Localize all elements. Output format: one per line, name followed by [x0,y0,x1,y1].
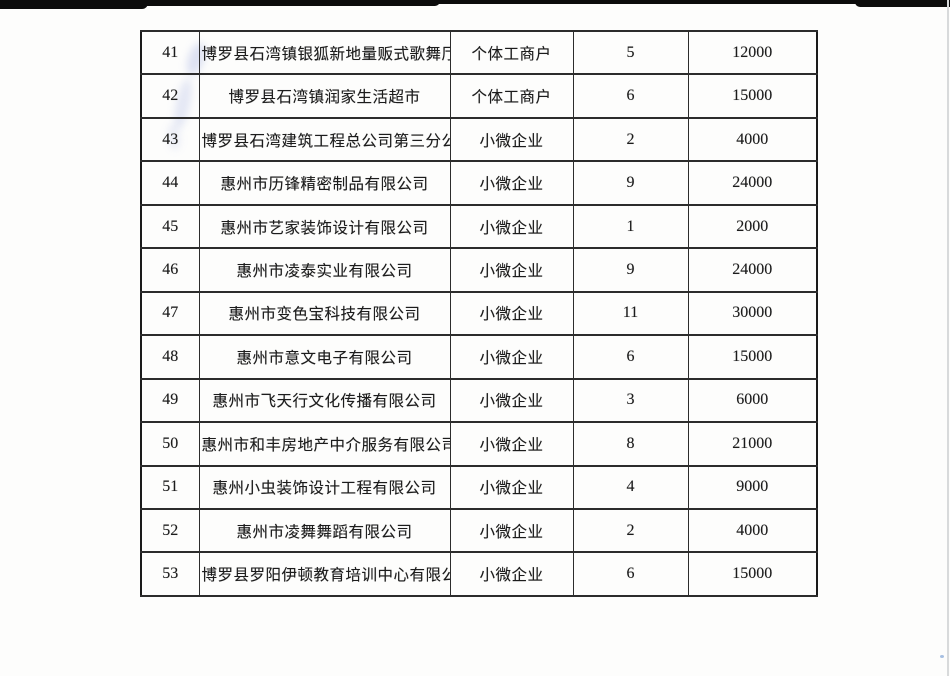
table-row: 43 博罗县石湾建筑工程总公司第三分公司 小微企业 2 4000 [140,116,818,163]
table-row: 51 惠州小虫装饰设计工程有限公司 小微企业 4 9000 [140,464,818,510]
company-name-cell: 博罗县石湾建筑工程总公司第三分公司 [198,116,451,163]
count-cell: 8 [572,421,689,467]
table-body: 41 博罗县石湾镇银狐新地量贩式歌舞厅 个体工商户 5 12000 42 博罗县… [140,29,818,597]
amount-cell: 24000 [687,247,818,293]
table-row: 41 博罗县石湾镇银狐新地量贩式歌舞厅 个体工商户 5 12000 [140,29,818,76]
entity-type-cell: 小微企业 [449,116,574,163]
company-name-cell: 惠州市历锋精密制品有限公司 [198,160,451,206]
entity-type-cell: 小微企业 [449,377,574,424]
table-row: 46 惠州市凌泰实业有限公司 小微企业 9 24000 [140,247,818,293]
company-name-cell: 博罗县石湾镇润家生活超市 [198,73,451,119]
count-cell: 6 [572,73,689,119]
entity-type-cell: 小微企业 [449,507,574,554]
company-name-cell: 惠州市意文电子有限公司 [198,334,451,380]
count-cell: 6 [572,551,689,597]
entity-type-cell: 个体工商户 [449,73,574,119]
scan-top-strip-right [855,0,950,7]
company-name-cell: 博罗县罗阳伊顿教育培训中心有限公司 [198,551,451,597]
scan-top-strip-left [0,0,148,9]
amount-cell: 30000 [687,290,818,337]
row-number-cell: 51 [140,464,200,510]
entity-type-cell: 小微企业 [449,203,574,250]
row-number-cell: 50 [140,421,200,467]
company-name-cell: 惠州市和丰房地产中介服务有限公司 [198,421,451,467]
ink-dot [940,655,944,658]
amount-cell: 12000 [687,29,818,76]
row-number-cell: 43 [140,116,200,163]
amount-cell: 6000 [687,377,818,424]
table-row: 53 博罗县罗阳伊顿教育培训中心有限公司 小微企业 6 15000 [140,551,818,597]
company-name-cell: 惠州小虫装饰设计工程有限公司 [198,464,451,510]
table-row: 48 惠州市意文电子有限公司 小微企业 6 15000 [140,334,818,380]
entity-type-cell: 个体工商户 [449,29,574,76]
row-number-cell: 47 [140,290,200,337]
amount-cell: 15000 [687,334,818,380]
table-row: 45 惠州市艺家装饰设计有限公司 小微企业 1 2000 [140,203,818,250]
table-row: 42 博罗县石湾镇润家生活超市 个体工商户 6 15000 [140,73,818,119]
table-row: 47 惠州市变色宝科技有限公司 小微企业 11 30000 [140,290,818,337]
row-number-cell: 49 [140,377,200,424]
amount-cell: 9000 [687,464,818,510]
entity-type-cell: 小微企业 [449,290,574,337]
row-number-cell: 46 [140,247,200,293]
amount-cell: 4000 [687,507,818,554]
count-cell: 5 [572,29,689,76]
row-number-cell: 41 [140,29,200,76]
row-number-cell: 42 [140,73,200,119]
row-number-cell: 44 [140,160,200,206]
entity-type-cell: 小微企业 [449,421,574,467]
entity-type-cell: 小微企业 [449,334,574,380]
company-name-cell: 惠州市凌舞舞蹈有限公司 [198,507,451,554]
amount-cell: 2000 [687,203,818,250]
row-number-cell: 53 [140,551,200,597]
amount-cell: 4000 [687,116,818,163]
entity-type-cell: 小微企业 [449,247,574,293]
company-name-cell: 惠州市凌泰实业有限公司 [198,247,451,293]
scan-top-strip [0,0,950,4]
company-name-cell: 惠州市飞天行文化传播有限公司 [198,377,451,424]
scan-top-strip-middle [140,0,440,6]
count-cell: 9 [572,247,689,293]
count-cell: 9 [572,160,689,206]
entity-type-cell: 小微企业 [449,551,574,597]
row-number-cell: 48 [140,334,200,380]
amount-cell: 24000 [687,160,818,206]
subsidy-table: 41 博罗县石湾镇银狐新地量贩式歌舞厅 个体工商户 5 12000 42 博罗县… [140,29,818,597]
scan-right-edge-line [947,0,949,676]
company-name-cell: 博罗县石湾镇银狐新地量贩式歌舞厅 [198,29,451,76]
company-name-cell: 惠州市变色宝科技有限公司 [198,290,451,337]
count-cell: 2 [572,507,689,554]
table-container: 41 博罗县石湾镇银狐新地量贩式歌舞厅 个体工商户 5 12000 42 博罗县… [140,29,818,597]
table-row: 50 惠州市和丰房地产中介服务有限公司 小微企业 8 21000 [140,421,818,467]
count-cell: 2 [572,116,689,163]
table-row: 49 惠州市飞天行文化传播有限公司 小微企业 3 6000 [140,377,818,424]
entity-type-cell: 小微企业 [449,464,574,510]
count-cell: 3 [572,377,689,424]
table-row: 52 惠州市凌舞舞蹈有限公司 小微企业 2 4000 [140,507,818,554]
entity-type-cell: 小微企业 [449,160,574,206]
company-name-cell: 惠州市艺家装饰设计有限公司 [198,203,451,250]
table-row: 44 惠州市历锋精密制品有限公司 小微企业 9 24000 [140,160,818,206]
count-cell: 6 [572,334,689,380]
count-cell: 4 [572,464,689,510]
amount-cell: 15000 [687,73,818,119]
row-number-cell: 52 [140,507,200,554]
count-cell: 11 [572,290,689,337]
amount-cell: 15000 [687,551,818,597]
row-number-cell: 45 [140,203,200,250]
count-cell: 1 [572,203,689,250]
amount-cell: 21000 [687,421,818,467]
